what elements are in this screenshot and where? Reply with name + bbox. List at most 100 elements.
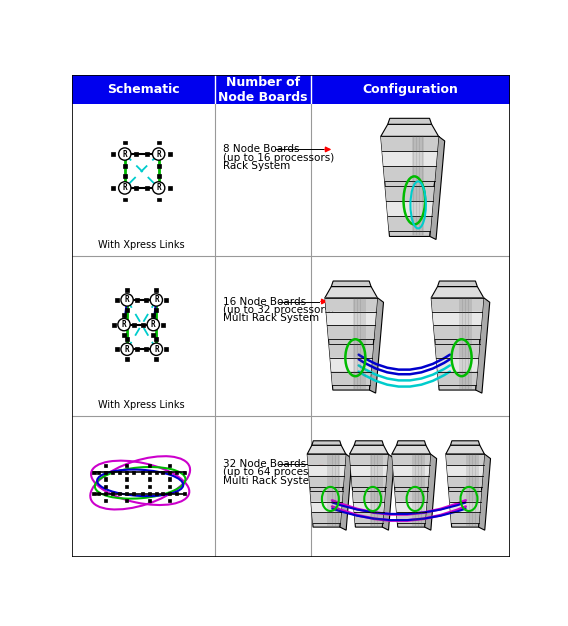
Bar [118,471,121,474]
Polygon shape [325,287,377,297]
Polygon shape [350,454,388,465]
Bar [148,464,151,466]
Polygon shape [447,465,483,476]
Bar [161,492,164,495]
Polygon shape [370,297,383,393]
Bar [175,471,178,474]
Bar [111,492,114,495]
Bar [182,471,186,474]
Text: Rack System: Rack System [223,162,290,172]
Polygon shape [350,445,388,454]
Text: Schematic: Schematic [107,83,180,96]
Polygon shape [479,454,491,530]
Bar [123,198,127,202]
Text: R: R [123,183,127,192]
Text: 8 Node Boards: 8 Node Boards [223,145,299,155]
Bar [125,485,128,488]
Bar [93,471,95,474]
Bar [168,464,171,466]
Bar [144,347,148,351]
Polygon shape [450,513,480,523]
Bar [132,471,135,474]
Polygon shape [340,454,352,530]
Polygon shape [381,136,438,151]
Bar [144,298,148,302]
Polygon shape [353,491,385,501]
Polygon shape [388,217,432,232]
Text: (up to 32 processors): (up to 32 processors) [223,305,334,315]
Polygon shape [436,357,478,372]
Bar [111,152,115,156]
Polygon shape [354,513,383,523]
Text: 16 Node Boards: 16 Node Boards [223,297,306,307]
Bar [125,478,128,481]
Polygon shape [326,312,376,326]
Text: Multi Rack System: Multi Rack System [223,476,319,486]
Bar [168,492,171,495]
Bar [168,499,171,502]
Circle shape [119,148,131,160]
Bar [125,492,128,495]
Text: R: R [151,320,156,329]
Polygon shape [331,372,371,386]
Polygon shape [435,344,479,357]
Polygon shape [350,465,387,476]
Bar [97,492,100,495]
Polygon shape [395,491,428,501]
Text: 32 Node Boards: 32 Node Boards [223,459,306,469]
Bar [132,492,135,495]
Polygon shape [350,454,388,527]
Circle shape [118,319,130,331]
Bar [112,322,116,327]
Bar [123,175,127,178]
Polygon shape [310,491,343,501]
Polygon shape [386,202,433,217]
Bar [148,485,151,488]
Bar [154,308,158,312]
Text: R: R [156,150,161,158]
Polygon shape [312,513,341,523]
Polygon shape [327,326,375,339]
Polygon shape [437,372,477,386]
Bar [168,186,172,190]
Bar [125,337,129,341]
Polygon shape [381,136,438,237]
Text: R: R [123,150,127,158]
Polygon shape [431,287,483,297]
Bar [168,152,172,156]
Bar [123,141,127,145]
Bar [145,186,149,190]
Polygon shape [307,445,346,454]
Bar [161,471,164,474]
Polygon shape [430,136,445,240]
Bar [155,492,158,495]
Polygon shape [449,491,482,501]
Bar [115,298,119,302]
Bar [115,347,119,351]
Bar [104,492,107,495]
Circle shape [121,294,133,306]
Bar [168,478,171,481]
Bar [125,308,129,312]
Text: R: R [154,345,158,354]
Polygon shape [431,297,483,390]
Bar [93,492,95,495]
Circle shape [150,294,162,306]
Polygon shape [392,445,431,454]
Bar [154,337,158,341]
Bar [157,163,161,168]
Bar [118,492,121,495]
Polygon shape [448,476,483,487]
Polygon shape [393,465,429,476]
Bar [157,175,161,178]
Bar [141,471,144,474]
Polygon shape [437,281,477,287]
Bar [154,288,158,292]
Polygon shape [432,312,482,326]
Bar [111,471,114,474]
Polygon shape [392,454,431,465]
Polygon shape [396,513,426,523]
Polygon shape [312,441,341,445]
Bar [125,471,128,474]
Polygon shape [330,357,372,372]
